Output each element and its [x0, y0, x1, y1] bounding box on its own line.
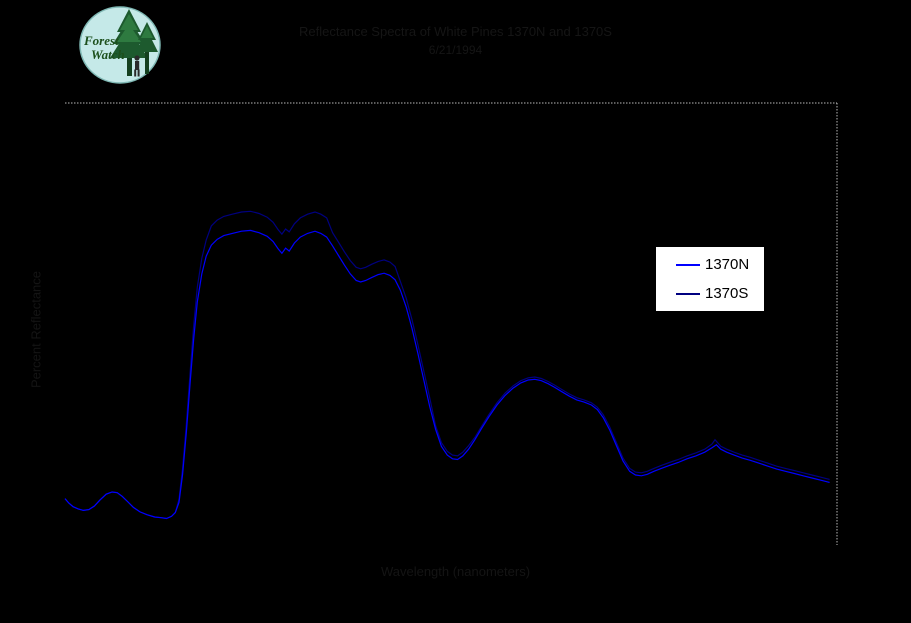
y-axis-label: Percent Reflectance: [28, 270, 44, 389]
logo-tree-small: [136, 22, 158, 74]
chart-subtitle: 6/21/1994: [428, 43, 483, 57]
legend-label-1370N: 1370N: [705, 255, 750, 273]
series-line-1370N: [64, 229, 830, 520]
forest-watch-logo: Forest Watch: [79, 6, 161, 84]
logo-text-forest: Forest: [83, 33, 119, 48]
legend-item-1370S: 1370S: [656, 284, 764, 302]
x-axis-label: Wavelength (nanometers): [380, 564, 531, 579]
legend-line-sample-1370S: [676, 292, 700, 295]
legend-box: 1370N 1370S: [655, 246, 765, 312]
spectra-curves: [64, 210, 830, 520]
logo-person-icon: [134, 55, 140, 77]
logo-text-watch: Watch: [91, 47, 125, 62]
legend-label-1370S: 1370S: [705, 284, 749, 302]
chart-title: Reflectance Spectra of White Pines 1370N…: [299, 24, 612, 39]
legend-item-1370N: 1370N: [656, 255, 764, 273]
legend-line-sample-1370N: [676, 263, 700, 266]
